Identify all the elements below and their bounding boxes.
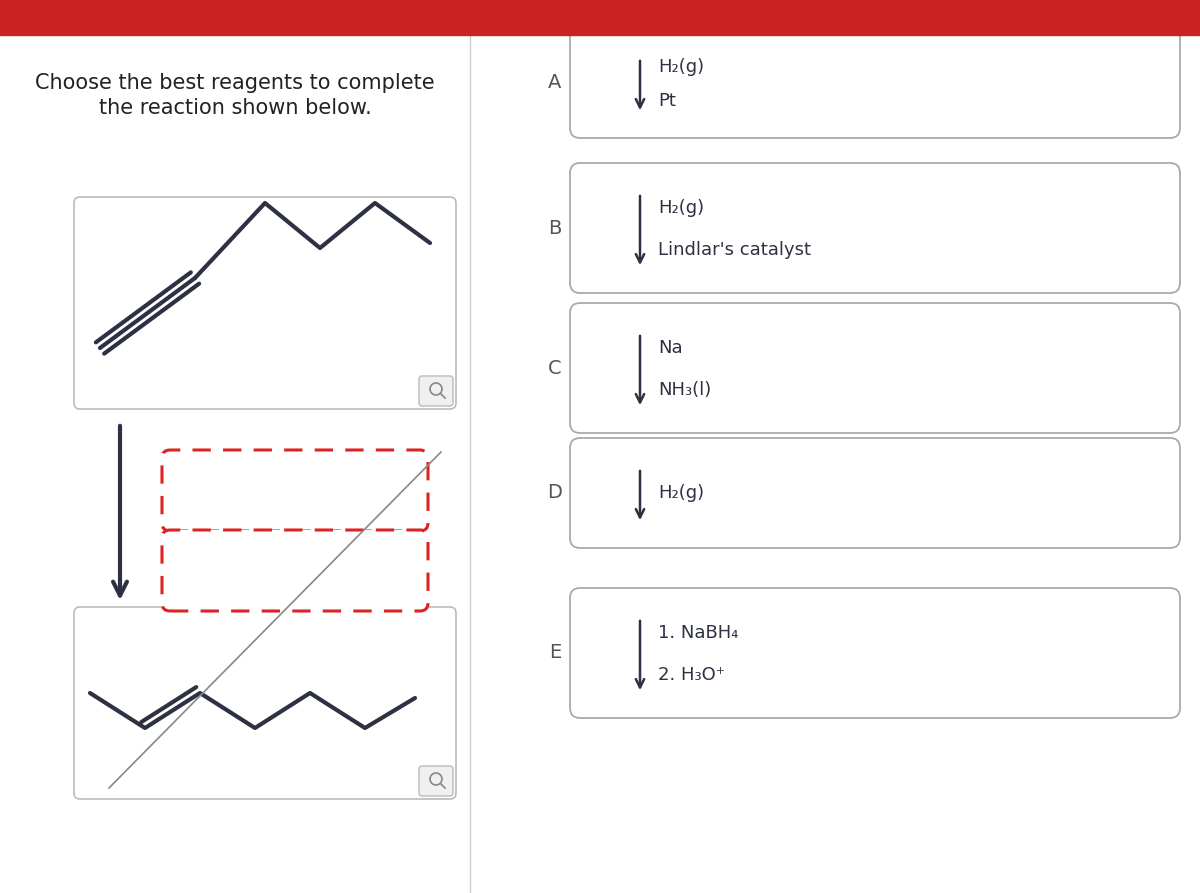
FancyBboxPatch shape [570, 588, 1180, 718]
FancyBboxPatch shape [74, 607, 456, 799]
Text: Pt: Pt [658, 92, 676, 110]
Text: D: D [547, 483, 563, 503]
Text: E: E [548, 644, 562, 663]
FancyBboxPatch shape [570, 163, 1180, 293]
Text: the reaction shown below.: the reaction shown below. [98, 98, 371, 118]
FancyBboxPatch shape [74, 197, 456, 409]
Bar [0, 0, 1200, 35]
Text: Choose the best reagents to complete: Choose the best reagents to complete [35, 73, 434, 93]
FancyBboxPatch shape [570, 303, 1180, 433]
FancyBboxPatch shape [419, 766, 454, 796]
FancyBboxPatch shape [570, 438, 1180, 548]
FancyBboxPatch shape [162, 530, 428, 611]
FancyBboxPatch shape [419, 376, 454, 406]
Text: B: B [548, 219, 562, 238]
Text: H₂(g): H₂(g) [658, 484, 704, 502]
Text: 1. NaBH₄: 1. NaBH₄ [658, 624, 738, 642]
FancyBboxPatch shape [570, 28, 1180, 138]
Text: H₂(g): H₂(g) [658, 58, 704, 76]
Text: NH₃(l): NH₃(l) [658, 381, 712, 399]
FancyBboxPatch shape [162, 450, 428, 531]
Text: Lindlar's catalyst: Lindlar's catalyst [658, 241, 811, 259]
Text: Na: Na [658, 339, 683, 357]
Text: C: C [548, 358, 562, 378]
Text: A: A [548, 73, 562, 93]
Text: 2. H₃O⁺: 2. H₃O⁺ [658, 666, 725, 684]
Text: H₂(g): H₂(g) [658, 199, 704, 217]
